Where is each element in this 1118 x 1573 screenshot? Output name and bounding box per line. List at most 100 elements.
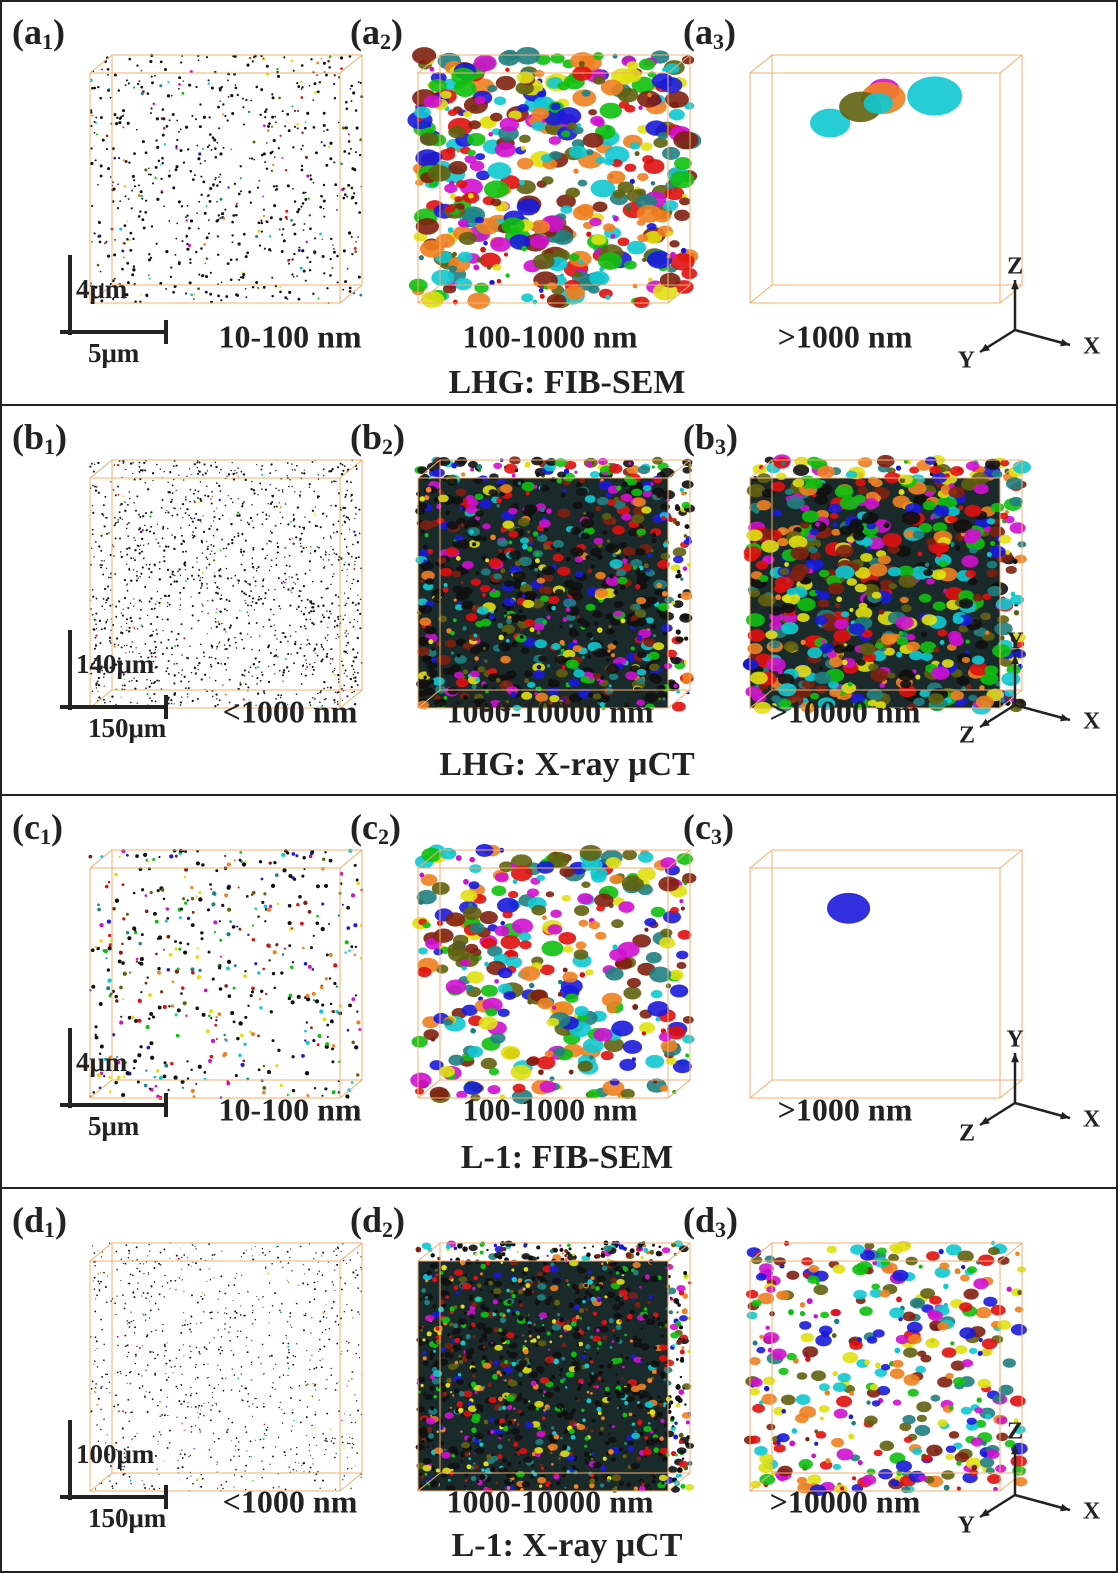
pore [187, 205, 189, 207]
pore [251, 504, 252, 505]
pore [142, 566, 144, 568]
pore [233, 478, 235, 480]
pore [290, 635, 291, 636]
pore [583, 133, 604, 148]
pore [310, 553, 311, 554]
pore [497, 539, 508, 547]
pore [126, 623, 127, 624]
pore [253, 492, 255, 494]
pore [123, 159, 125, 161]
pore [241, 471, 243, 473]
pore [554, 656, 566, 665]
pore [124, 242, 126, 244]
pore [496, 498, 502, 504]
pore [831, 529, 841, 536]
pore [243, 473, 245, 475]
pore [165, 288, 167, 290]
pore [198, 470, 199, 471]
pore [126, 913, 129, 916]
pore [184, 901, 187, 904]
pore [321, 238, 323, 240]
pore [579, 260, 584, 265]
pore [436, 641, 441, 646]
pore [145, 982, 148, 985]
pore [288, 129, 291, 132]
pore [191, 575, 193, 577]
pore [765, 630, 777, 639]
pore [163, 471, 164, 472]
pore [928, 693, 944, 704]
rendering [88, 849, 363, 1100]
pore [480, 247, 486, 253]
pore [262, 968, 265, 971]
pore [190, 293, 193, 296]
pore [226, 610, 228, 612]
pore [468, 193, 474, 199]
pore [94, 1034, 96, 1036]
pore [173, 479, 174, 480]
pore [180, 149, 183, 152]
pore [121, 626, 122, 627]
pore [651, 676, 662, 684]
pore [508, 531, 518, 538]
pore [459, 506, 463, 510]
pore [174, 538, 175, 539]
pore [185, 512, 187, 514]
pore [358, 602, 360, 604]
pore [172, 492, 174, 494]
pore [356, 881, 360, 885]
pore [317, 1043, 320, 1046]
pore [354, 672, 355, 673]
pore [263, 215, 265, 217]
pore [226, 547, 228, 549]
pore [623, 547, 636, 556]
pore [95, 623, 97, 625]
pore [437, 655, 451, 665]
pore [551, 606, 556, 611]
pore [127, 535, 129, 537]
pore [142, 626, 144, 628]
pore [855, 584, 867, 593]
pore [159, 282, 162, 285]
pore [252, 60, 254, 62]
pore [219, 100, 221, 102]
size-range: 100-1000 nm [462, 318, 637, 354]
pore [428, 165, 451, 182]
pore [216, 142, 218, 144]
pore [355, 151, 357, 153]
pore [345, 670, 347, 672]
pore [113, 113, 116, 116]
pore [197, 863, 199, 865]
scale-horizontal-label: 150μm [88, 713, 167, 743]
pore [567, 122, 578, 130]
pore [278, 490, 280, 492]
pore [240, 548, 242, 550]
pore [195, 955, 199, 959]
pore [797, 613, 810, 622]
pore [276, 649, 277, 650]
pore [933, 647, 939, 653]
pore [155, 604, 156, 605]
pore [547, 294, 567, 308]
pore [288, 904, 292, 908]
pore [229, 920, 232, 923]
pore [130, 646, 132, 648]
pore [92, 533, 94, 535]
pore [216, 184, 219, 187]
pore [308, 197, 310, 199]
pore [123, 256, 125, 258]
pore [326, 1024, 329, 1027]
pore [152, 480, 153, 481]
pore [211, 550, 212, 551]
pore [608, 625, 611, 628]
pore [280, 512, 281, 513]
pore [130, 232, 133, 235]
pore [121, 1093, 125, 1097]
pore [316, 62, 319, 65]
pore [131, 620, 133, 622]
panel-label: (b2) [350, 417, 405, 459]
pore [573, 271, 582, 277]
pore [602, 530, 607, 535]
pore [866, 546, 871, 551]
pore [350, 496, 351, 497]
